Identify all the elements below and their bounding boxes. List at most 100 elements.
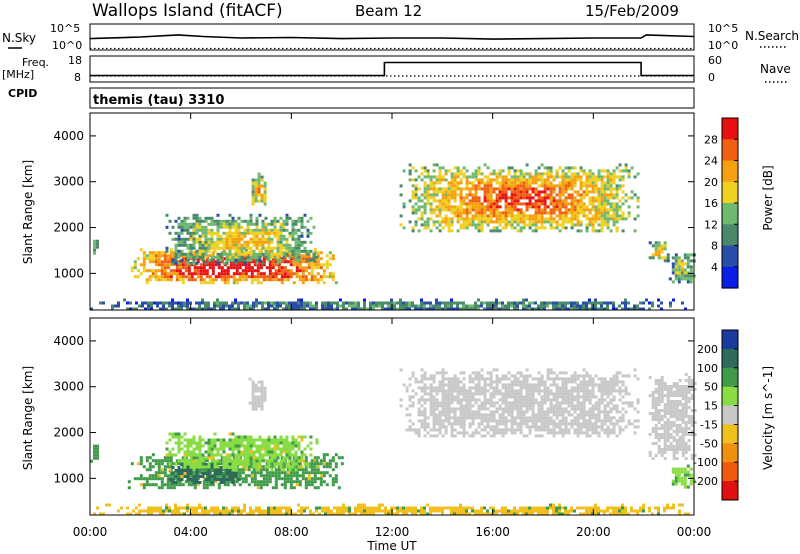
range-cell	[216, 478, 220, 481]
range-cell	[291, 465, 295, 469]
range-cell	[591, 416, 595, 420]
range-cell	[237, 307, 240, 311]
range-cell	[513, 187, 517, 191]
range-cell	[142, 260, 146, 264]
range-cell	[243, 447, 247, 451]
range-cell	[237, 252, 241, 256]
range-cell	[201, 234, 205, 238]
range-cell	[462, 202, 466, 206]
range-cell	[271, 471, 275, 475]
range-cell	[471, 205, 475, 209]
range-cell	[231, 481, 235, 484]
range-cell	[423, 428, 427, 432]
range-cell	[555, 374, 559, 378]
range-cell	[498, 377, 502, 381]
range-cell	[327, 307, 330, 311]
range-cell	[180, 301, 183, 305]
range-cell	[280, 477, 284, 481]
range-cell	[689, 268, 693, 272]
range-cell	[444, 389, 448, 393]
range-cell	[150, 307, 153, 311]
range-cell	[438, 229, 442, 233]
range-cell	[249, 258, 253, 262]
range-cell	[459, 199, 463, 203]
range-cell	[264, 301, 267, 305]
range-cell	[495, 217, 499, 221]
range-cell	[543, 383, 547, 387]
range-cell	[453, 184, 457, 188]
range-cell	[291, 462, 295, 466]
range-cell	[495, 301, 498, 305]
range-cell	[504, 410, 508, 414]
range-cell	[570, 404, 574, 408]
range-cell	[432, 377, 436, 381]
range-cell	[291, 444, 295, 448]
range-cell	[474, 169, 478, 173]
range-cell	[591, 425, 595, 429]
range-cell	[255, 462, 259, 466]
range-cell	[456, 169, 460, 173]
range-cell	[252, 252, 256, 256]
range-cell	[258, 435, 262, 439]
range-cell	[591, 389, 595, 393]
noise-left-tick-0: 10^5	[50, 22, 80, 35]
range-cell	[246, 240, 250, 244]
range-cell	[486, 196, 490, 200]
range-cell	[525, 190, 529, 194]
range-cell	[313, 462, 317, 466]
range-cell	[588, 175, 592, 179]
range-cell	[537, 410, 541, 414]
range-cell	[130, 269, 134, 273]
range-cell	[139, 462, 143, 466]
range-cell	[249, 456, 253, 460]
range-cell	[216, 298, 219, 302]
range-cell	[612, 172, 616, 176]
range-cell	[513, 407, 517, 411]
range-cell	[447, 304, 450, 308]
range-cell	[603, 428, 607, 432]
range-cell	[477, 226, 481, 230]
range-cell	[286, 474, 290, 478]
range-cell	[441, 175, 445, 179]
range-cell	[195, 249, 199, 253]
range-cell	[151, 465, 155, 469]
range-cell	[489, 380, 493, 384]
range-cell	[615, 205, 619, 209]
range-cell	[666, 259, 670, 263]
range-cell	[154, 263, 158, 267]
range-cell	[564, 184, 568, 188]
range-cell	[169, 275, 173, 279]
range-cell	[304, 471, 308, 475]
range-cell	[570, 307, 573, 311]
range-cell	[280, 269, 284, 273]
range-cell	[444, 419, 448, 423]
range-cell	[651, 256, 655, 260]
range-cell	[612, 175, 616, 179]
range-cell	[450, 223, 454, 227]
range-cell	[260, 380, 264, 384]
range-cell	[444, 214, 448, 218]
range-cell	[465, 169, 469, 173]
range-cell	[468, 386, 472, 390]
range-cell	[250, 275, 254, 279]
range-cell	[186, 441, 190, 445]
range-cell	[471, 184, 475, 188]
range-cell	[204, 478, 208, 481]
range-cell	[279, 252, 283, 256]
range-cell	[606, 428, 610, 432]
range-cell	[480, 301, 483, 305]
range-cell	[177, 225, 181, 229]
range-cell	[531, 181, 535, 185]
range-cell	[471, 377, 475, 381]
range-cell	[231, 246, 235, 250]
range-cell	[384, 301, 387, 305]
range-cell	[510, 175, 514, 179]
range-cell	[567, 395, 571, 399]
range-cell	[522, 214, 526, 218]
range-cell	[558, 377, 562, 381]
range-cell	[689, 274, 693, 278]
range-cell	[288, 459, 292, 463]
range-cell	[483, 419, 487, 423]
range-cell	[219, 478, 223, 481]
range-cell	[234, 472, 238, 475]
